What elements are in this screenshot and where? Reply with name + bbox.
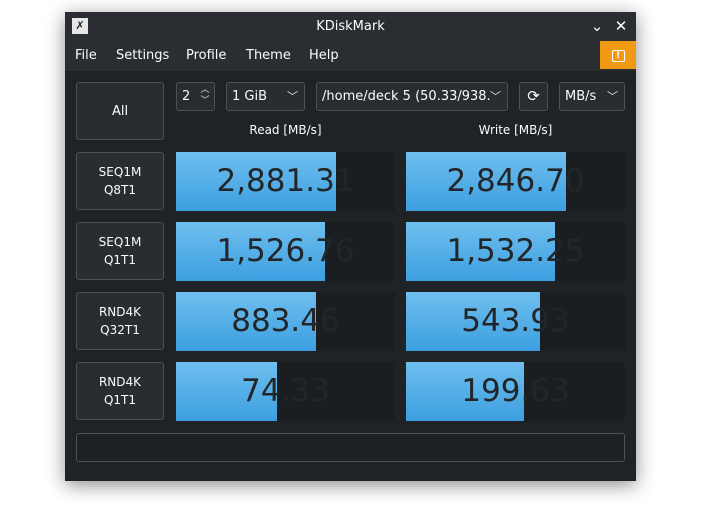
notification-icon: !	[611, 50, 625, 62]
write-result-meter: 199.63	[406, 362, 625, 421]
minimize-icon[interactable]: ⌄	[590, 17, 604, 35]
size-value: 1 GiB	[232, 89, 268, 104]
write-bar-fill	[406, 292, 540, 351]
test-button-rnd4k-q32t1[interactable]: RND4K Q32T1	[76, 292, 164, 350]
test-params: Q1T1	[103, 253, 137, 267]
menu-settings[interactable]: Settings	[116, 48, 170, 63]
chevron-down-icon: ﹀	[607, 90, 618, 103]
write-bar-fill	[406, 362, 525, 421]
test-params: Q8T1	[103, 183, 137, 197]
status-bar	[76, 433, 625, 462]
write-result-meter: 543.93	[406, 292, 625, 351]
close-icon[interactable]: ✕	[614, 17, 628, 35]
refresh-icon: ⟳	[527, 87, 540, 105]
chevron-down-icon: ﹀	[490, 90, 501, 103]
test-button-rnd4k-q1t1[interactable]: RND4K Q1T1	[76, 362, 164, 420]
write-result-value: 199.63	[461, 373, 570, 409]
target-path-value: /home/deck 5 (50.33/938.42	[322, 89, 490, 104]
write-column-header: Write [MB/s]	[478, 123, 553, 137]
refresh-button[interactable]: ⟳	[519, 82, 548, 111]
read-bar-fill	[176, 362, 277, 421]
read-result-value: 74.33	[241, 373, 330, 409]
read-result-value: 883.46	[231, 303, 340, 339]
window-title: KDiskMark	[316, 19, 385, 34]
read-result-meter: 2,881.31	[176, 152, 395, 211]
unit-value: MB/s	[565, 89, 597, 104]
write-bar-fill	[406, 222, 555, 281]
test-name: SEQ1M	[98, 165, 142, 179]
unit-select[interactable]: MB/s ﹀	[559, 82, 625, 111]
size-select[interactable]: 1 GiB ﹀	[226, 82, 305, 111]
app-icon[interactable]: ✗	[72, 18, 88, 34]
spin-arrows-icon[interactable]: ︿ ﹀	[200, 85, 210, 106]
test-button-seq1m-q8t1[interactable]: SEQ1M Q8T1	[76, 152, 164, 210]
read-result-value: 1,526.76	[216, 233, 355, 269]
write-result-value: 1,532.25	[446, 233, 585, 269]
notification-button[interactable]: !	[600, 41, 636, 69]
test-params: Q32T1	[100, 323, 140, 337]
write-result-value: 543.93	[461, 303, 570, 339]
title-bar: ✗ KDiskMark ⌄ ✕	[65, 12, 636, 41]
menu-help[interactable]: Help	[309, 48, 339, 63]
chevron-down-icon: ﹀	[287, 90, 298, 103]
read-result-meter: 883.46	[176, 292, 395, 351]
test-name: SEQ1M	[98, 235, 142, 249]
kdiskmark-window: ✗ KDiskMark ⌄ ✕ File Settings Profile Th…	[65, 12, 636, 481]
write-result-meter: 1,532.25	[406, 222, 625, 281]
run-all-label: All	[111, 103, 129, 119]
runs-value: 2	[182, 89, 191, 104]
test-params: Q1T1	[103, 393, 137, 407]
write-bar-fill	[406, 152, 566, 211]
menu-file[interactable]: File	[75, 48, 97, 63]
read-bar-fill	[176, 222, 325, 281]
test-name: RND4K	[98, 375, 142, 389]
run-all-button[interactable]: All	[76, 82, 164, 140]
read-result-value: 2,881.31	[216, 163, 355, 199]
test-name: RND4K	[98, 305, 142, 319]
target-path-select[interactable]: /home/deck 5 (50.33/938.42 ﹀	[316, 82, 508, 111]
read-result-meter: 74.33	[176, 362, 395, 421]
write-result-meter: 2,846.70	[406, 152, 625, 211]
runs-spinbox[interactable]: 2 ︿ ﹀	[176, 82, 215, 111]
write-result-value: 2,846.70	[446, 163, 585, 199]
menu-bar: File Settings Profile Theme Help	[65, 41, 636, 71]
test-button-seq1m-q1t1[interactable]: SEQ1M Q1T1	[76, 222, 164, 280]
read-bar-fill	[176, 292, 317, 351]
read-column-header: Read [MB/s]	[249, 123, 322, 137]
menu-theme[interactable]: Theme	[246, 48, 291, 63]
read-bar-fill	[176, 152, 336, 211]
menu-profile[interactable]: Profile	[186, 48, 227, 63]
read-result-meter: 1,526.76	[176, 222, 395, 281]
